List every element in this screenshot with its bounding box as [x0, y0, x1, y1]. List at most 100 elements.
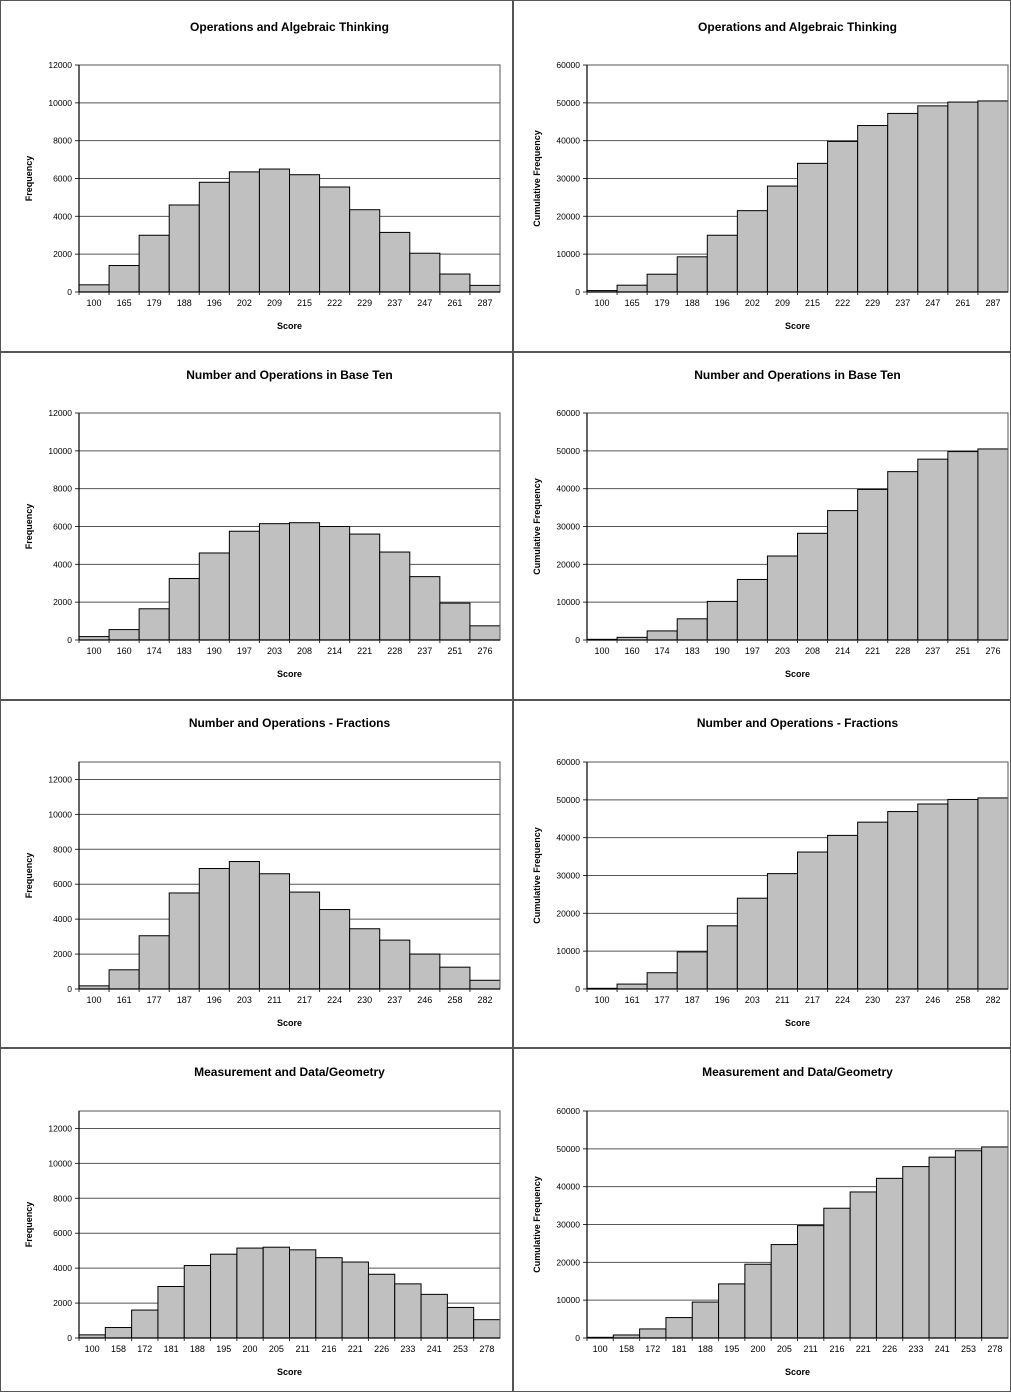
x-tick-label: 200: [751, 1344, 766, 1354]
chart-nbt-frequency: Number and Operations in Base Ten 0 2000 40…: [0, 353, 511, 701]
x-tick-label: 183: [177, 646, 192, 656]
bar: [108, 265, 140, 293]
bar: [349, 209, 381, 293]
bar: [770, 1244, 798, 1339]
bar: [797, 532, 829, 641]
x-tick-label: 161: [117, 995, 132, 1005]
y-tick-label: 0: [67, 984, 72, 994]
x-tick-label: 190: [207, 646, 222, 656]
bar: [947, 798, 979, 990]
y-axis-label: Cumulative Frequency: [532, 130, 542, 227]
bar: [797, 1225, 825, 1339]
bar: [917, 803, 949, 990]
chart-title: Number and Operations - Fractions: [189, 716, 391, 730]
y-tick-label: 40000: [556, 136, 580, 146]
bar: [917, 105, 949, 293]
chart-svg: Number and Operations in Base Ten 0 10000 2…: [532, 368, 1009, 679]
bar: [902, 1166, 930, 1339]
x-tick-label: 165: [117, 298, 132, 308]
y-tick-label: 0: [575, 1333, 580, 1343]
bar: [258, 873, 290, 990]
x-tick-label: 181: [164, 1344, 179, 1354]
y-tick-label: 4000: [53, 211, 72, 221]
x-tick-label: 202: [237, 298, 252, 308]
divider-horizontal: [0, 1047, 1011, 1049]
bar: [289, 891, 321, 990]
x-tick-label: 278: [987, 1344, 1002, 1354]
chart-svg: Measurement and Data/Geometry 0 2000 4000 60…: [24, 1065, 501, 1377]
y-axis-label: Frequency: [24, 156, 34, 202]
x-tick-label: 158: [111, 1344, 126, 1354]
x-tick-label: 211: [295, 1344, 309, 1354]
chart-oat-cumulative: Operations and Algebraic Thinking 0 10000 2…: [514, 0, 1011, 348]
x-axis-label: Score: [785, 1367, 810, 1377]
bar: [736, 578, 768, 641]
chart-nbt-cumulative: Number and Operations in Base Ten 0 10000 2…: [514, 353, 1011, 701]
y-axis-label: Cumulative Frequency: [532, 827, 542, 924]
x-tick-label: 276: [985, 646, 1000, 656]
y-tick-label: 30000: [556, 522, 580, 532]
x-tick-label: 253: [453, 1344, 468, 1354]
x-tick-label: 174: [147, 646, 162, 656]
x-tick-label: 100: [87, 995, 102, 1005]
x-tick-label: 211: [267, 995, 281, 1005]
bar: [379, 551, 411, 641]
x-tick-label: 174: [655, 646, 670, 656]
y-tick-label: 4000: [53, 1263, 72, 1273]
chart-svg: Number and Operations - Fractions 0 10000 2…: [532, 716, 1009, 1028]
chart-svg: Operations and Algebraic Thinking 0 10000 2…: [532, 20, 1009, 331]
chart-title: Number and Operations in Base Ten: [694, 368, 900, 382]
y-tick-label: 6000: [53, 1228, 72, 1238]
chart-md-cumulative: Measurement and Data/Geometry 0 10000 20000…: [514, 1049, 1011, 1397]
bar: [349, 928, 381, 990]
x-tick-label: 100: [87, 298, 102, 308]
divider-horizontal: [0, 351, 1011, 353]
y-tick-label: 6000: [53, 174, 72, 184]
x-tick-label: 209: [267, 298, 282, 308]
y-tick-label: 6000: [53, 879, 72, 889]
y-tick-label: 8000: [53, 484, 72, 494]
y-tick-label: 40000: [556, 833, 580, 843]
y-tick-label: 2000: [53, 949, 72, 959]
chart-title: Measurement and Data/Geometry: [702, 1065, 893, 1079]
x-tick-label: 261: [955, 298, 970, 308]
x-tick-label: 222: [835, 298, 850, 308]
chart-title: Number and Operations in Base Ten: [186, 368, 392, 382]
bar: [797, 851, 829, 990]
y-tick-label: 12000: [48, 774, 72, 784]
bar: [409, 252, 441, 293]
bar: [928, 1156, 956, 1339]
y-tick-label: 60000: [556, 60, 580, 70]
y-tick-label: 50000: [556, 446, 580, 456]
y-tick-label: 10000: [48, 1158, 72, 1168]
y-tick-label: 4000: [53, 559, 72, 569]
y-tick-label: 0: [575, 287, 580, 297]
y-tick-label: 0: [575, 635, 580, 645]
x-axis-label: Score: [277, 669, 302, 679]
chart-title: Measurement and Data/Geometry: [194, 1065, 385, 1079]
x-tick-label: 100: [593, 1344, 608, 1354]
y-tick-label: 50000: [556, 98, 580, 108]
x-axis-label: Score: [785, 1018, 810, 1028]
y-tick-label: 0: [67, 287, 72, 297]
x-tick-label: 276: [477, 646, 492, 656]
y-tick-label: 2000: [53, 249, 72, 259]
x-tick-label: 237: [417, 646, 432, 656]
x-tick-label: 160: [117, 646, 132, 656]
x-tick-label: 233: [400, 1344, 415, 1354]
x-tick-label: 228: [895, 646, 910, 656]
x-tick-label: 241: [935, 1344, 950, 1354]
x-tick-label: 258: [955, 995, 970, 1005]
bar: [236, 1247, 264, 1339]
x-tick-label: 200: [243, 1344, 258, 1354]
x-axis-label: Score: [785, 321, 810, 331]
x-tick-label: 224: [327, 995, 342, 1005]
x-tick-label: 196: [715, 298, 730, 308]
x-tick-label: 161: [625, 995, 640, 1005]
x-tick-label: 196: [207, 298, 222, 308]
y-axis-label: Frequency: [24, 1202, 34, 1248]
y-tick-label: 4000: [53, 914, 72, 924]
bar: [887, 471, 919, 641]
